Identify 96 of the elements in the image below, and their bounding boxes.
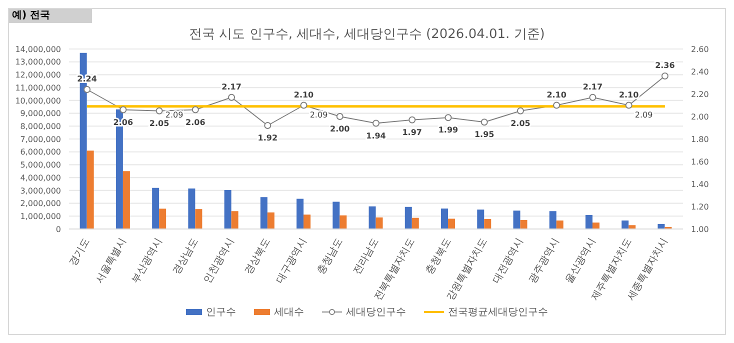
bar (441, 208, 448, 229)
data-label: 2.05 (149, 118, 170, 128)
y2-tick-label: 2.40 (691, 67, 709, 76)
data-label: 2.05 (510, 118, 531, 128)
legend-label: 인구수 (205, 306, 236, 319)
point (444, 114, 452, 122)
y-tick-label: 2,000,000 (20, 199, 61, 208)
y2-tick-label: 1.40 (691, 180, 709, 189)
point (372, 120, 380, 127)
data-label: 2.36 (655, 61, 676, 70)
bar (513, 210, 520, 229)
bar (556, 220, 564, 229)
bar (658, 224, 665, 229)
y2-tick-label: 2.60 (691, 44, 709, 54)
y2-tick-label: 2.20 (691, 90, 709, 99)
data-label: 2.10 (546, 90, 567, 100)
data-label: 2.00 (330, 124, 350, 134)
data-label: 1.92 (258, 134, 278, 142)
y-tick-label: 14,000,000 (15, 44, 61, 54)
data-label: 1.97 (402, 128, 422, 137)
y-tick-label: 12,000,000 (15, 70, 61, 80)
legend-label: 세대당인구수 (345, 306, 406, 319)
y-tick-label: 8,000,000 (20, 122, 61, 131)
bar (376, 217, 383, 229)
point (661, 72, 668, 80)
bar (412, 218, 419, 229)
point (84, 86, 91, 93)
bar (152, 188, 160, 229)
chart-title: 전국 시도 인구수, 세대수, 세대당인구수 (2026.04.01. 기준) (188, 26, 546, 43)
data-label: 2.09 (310, 110, 328, 120)
point (336, 113, 344, 120)
bar (304, 214, 311, 229)
y-tick-label: 13,000,000 (15, 58, 61, 67)
point (264, 122, 272, 129)
y-tick-label: 6,000,000 (20, 148, 61, 157)
data-label: 1.95 (474, 130, 495, 140)
bar (260, 197, 268, 229)
data-label: 2.10 (294, 90, 314, 100)
bar (340, 215, 347, 229)
bar (585, 214, 592, 229)
data-label: 2.17 (582, 82, 603, 92)
data-label: 1.94 (366, 131, 386, 140)
bar (477, 210, 484, 229)
y2-tick-label: 1.60 (691, 157, 709, 166)
bar (628, 225, 636, 229)
point (156, 107, 163, 114)
point (192, 106, 199, 114)
bar (231, 211, 238, 229)
bar (267, 212, 274, 229)
point (408, 116, 416, 124)
y-tick-label: 7,000,000 (20, 134, 61, 144)
bar (195, 209, 202, 229)
point (625, 102, 632, 109)
point (300, 102, 308, 109)
bar (622, 220, 629, 229)
y-tick-label: 0 (56, 224, 61, 234)
bar (484, 218, 492, 229)
data-label: 2.09 (634, 110, 653, 120)
y2-tick-label: 1.20 (691, 202, 709, 212)
bar (368, 206, 376, 229)
bar (159, 208, 166, 229)
data-label: 2.17 (222, 82, 242, 92)
bar (296, 198, 304, 229)
y2-tick-label: 1.80 (691, 134, 709, 144)
y-tick-label: 1,000,000 (20, 212, 61, 221)
text: 예) 전국 (12, 10, 50, 21)
bar (549, 211, 556, 229)
point (228, 94, 236, 101)
data-label: 1.99 (438, 126, 459, 135)
y-tick-label: 10,000,000 (15, 96, 61, 106)
y-tick-label: 4,000,000 (20, 173, 61, 182)
y2-tick-label: 2.00 (691, 112, 709, 122)
point (516, 107, 524, 114)
y-tick-label: 11,000,000 (15, 83, 61, 92)
data-label: 2.06 (186, 118, 206, 127)
point (589, 94, 596, 101)
bar (188, 188, 196, 229)
y-tick-label: 5,000,000 (20, 160, 61, 170)
point (120, 106, 127, 114)
bar (520, 220, 528, 229)
point (480, 118, 488, 126)
bar (592, 222, 600, 229)
bar (404, 206, 412, 229)
y-tick-label: 3,000,000 (20, 186, 61, 196)
data-label: 2.10 (618, 90, 640, 100)
bar (448, 218, 456, 229)
y2-tick-label: 1.00 (691, 224, 709, 234)
bar (122, 171, 130, 229)
bar (86, 150, 94, 229)
legend-label: 전국평균세대당인구수 (447, 306, 548, 319)
legend-label: 세대수 (273, 306, 304, 319)
data-label: 2.09 (165, 110, 184, 120)
bar (224, 190, 232, 229)
y-tick-label: 9,000,000 (20, 109, 61, 118)
point (553, 102, 560, 109)
bar (332, 202, 340, 229)
